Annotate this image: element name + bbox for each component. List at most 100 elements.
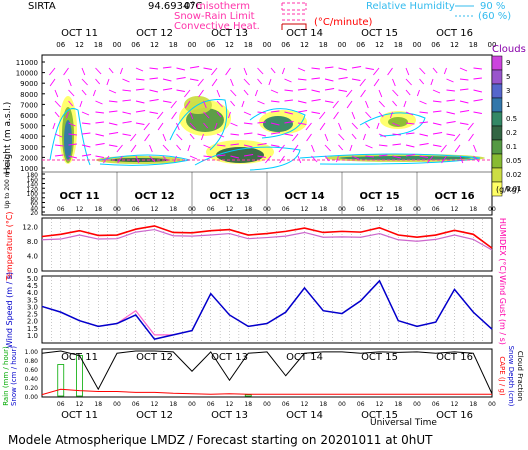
bottom-day-label: OCT 15 xyxy=(361,410,398,421)
cloud-ytick-label: 4000 xyxy=(20,133,38,141)
wind-barb xyxy=(270,110,280,113)
wind-barb xyxy=(79,100,83,108)
wind-barb xyxy=(319,111,326,120)
wind-barb xyxy=(359,78,366,87)
bottom-hour-label: 12 xyxy=(151,401,159,408)
wind-barb xyxy=(446,78,454,83)
wind-barb xyxy=(432,144,442,147)
wind-barb xyxy=(122,121,132,124)
temperature-series-line xyxy=(41,225,493,249)
wind-barb xyxy=(378,89,383,98)
wind-barb xyxy=(216,144,226,147)
wind-barb xyxy=(297,155,302,164)
wind-barb xyxy=(187,144,191,152)
wind-barb xyxy=(468,133,474,142)
top-day-label: OCT 15 xyxy=(361,28,398,39)
precip-ytick-label: 0.80 xyxy=(25,358,39,365)
wind-barb xyxy=(176,122,180,131)
wind-barb xyxy=(243,154,254,157)
wind-barb xyxy=(68,122,76,127)
top-hour-label: 00 xyxy=(413,41,422,49)
wind-barb xyxy=(405,78,412,86)
bottom-hour-label: 00 xyxy=(413,401,421,408)
cloud-hour-label: 06 xyxy=(432,206,440,213)
footer-title: Modele Atmospherique LMDZ / Forecast sta… xyxy=(8,433,433,447)
rh-contour-line xyxy=(169,99,228,151)
wind-barb xyxy=(149,89,159,93)
wind-barb xyxy=(149,111,158,114)
wind-barb xyxy=(149,155,156,163)
wind-barb xyxy=(176,144,182,151)
wind-barb xyxy=(216,111,222,118)
wind-barb xyxy=(349,144,353,152)
precip-day-label: OCT 15 xyxy=(361,352,398,363)
wind-barb xyxy=(81,67,86,76)
wind-barb xyxy=(257,111,266,114)
snow-bar xyxy=(57,364,65,397)
wind-barb xyxy=(216,133,225,138)
cloudfrac-ylabel: Cloud Fraction xyxy=(516,351,524,401)
wind-barb xyxy=(243,132,253,135)
wind-barb xyxy=(270,132,281,135)
wind-barb xyxy=(432,110,442,113)
wind-barb xyxy=(405,122,415,125)
cloud-ytick-label: 100 xyxy=(27,191,39,198)
convective-unit: (°C/minute) xyxy=(314,17,373,28)
temperature-ytick-label: 12.0 xyxy=(22,223,38,231)
wind-yticks: 5.04.54.03.53.02.52.01.51.0 xyxy=(27,275,38,340)
wind-barb xyxy=(257,121,266,124)
isotherm-value: 0°C xyxy=(184,1,202,12)
wind-barb xyxy=(265,155,272,164)
wind-barb xyxy=(419,100,427,105)
wind-barb xyxy=(108,89,117,94)
wind-barb xyxy=(324,144,331,152)
colorbar-tick-label: 0.02 xyxy=(506,171,522,179)
wind-barb xyxy=(214,122,218,130)
wind-barb xyxy=(243,67,248,76)
wind-barb xyxy=(332,100,339,109)
wind-barb xyxy=(405,154,416,157)
top-hour-label: 06 xyxy=(206,41,215,49)
wind-barb xyxy=(365,155,374,158)
wind-barb xyxy=(297,78,307,81)
bottom-day-label: OCT 12 xyxy=(136,410,173,421)
top-time-axis: OCT 11 06 12 18 00 OCT 12 06 12 18 00 OCT 13 06 12 18… xyxy=(56,28,496,49)
bottom-time-axis: OCT 11 06 12 18 00 OCT 12 06 12 18 00 OCT 13 06 12 18… xyxy=(57,401,496,421)
top-hour-label: 12 xyxy=(450,41,459,49)
wind-barb xyxy=(157,122,164,131)
bottom-hour-label: 12 xyxy=(76,401,84,408)
cloud-hour-label: 12 xyxy=(376,206,384,213)
wind-barb xyxy=(351,155,360,160)
cloud-ytick-label: 2000 xyxy=(20,154,38,162)
wind-barb xyxy=(176,77,186,80)
cloud-hour-label: 00 xyxy=(113,206,121,213)
wind-barb xyxy=(95,67,102,75)
cloud-hour-label: 18 xyxy=(94,206,102,213)
wind-barb xyxy=(108,67,114,74)
top-hour-label: 00 xyxy=(338,41,347,49)
wind-barb xyxy=(225,67,231,76)
wind-barb xyxy=(284,78,292,83)
wind-barb xyxy=(430,78,434,86)
wind-barb xyxy=(281,67,285,75)
wind-barb xyxy=(122,133,131,136)
wind-barb xyxy=(405,144,415,148)
cloud-hour-label: 00 xyxy=(263,206,271,213)
wind-barb xyxy=(81,144,91,148)
wind-barb xyxy=(333,111,339,120)
wind-barb xyxy=(432,67,438,74)
wind-barb xyxy=(473,77,482,80)
wind-barb xyxy=(135,122,145,125)
wind-ytick-label: 2.5 xyxy=(27,311,38,319)
wind-barb xyxy=(440,144,447,153)
cloud-blob xyxy=(263,116,293,132)
precipitation-panel-frame xyxy=(41,348,493,398)
precip-day-label: OCT 11 xyxy=(61,352,98,363)
precip-ytick-label: 0.60 xyxy=(25,367,39,374)
cloud-hour-label: 18 xyxy=(319,206,327,213)
wind-barb xyxy=(392,89,399,97)
wind-barb xyxy=(230,122,238,127)
wind-barb xyxy=(324,66,334,69)
wind-barb xyxy=(373,67,380,76)
